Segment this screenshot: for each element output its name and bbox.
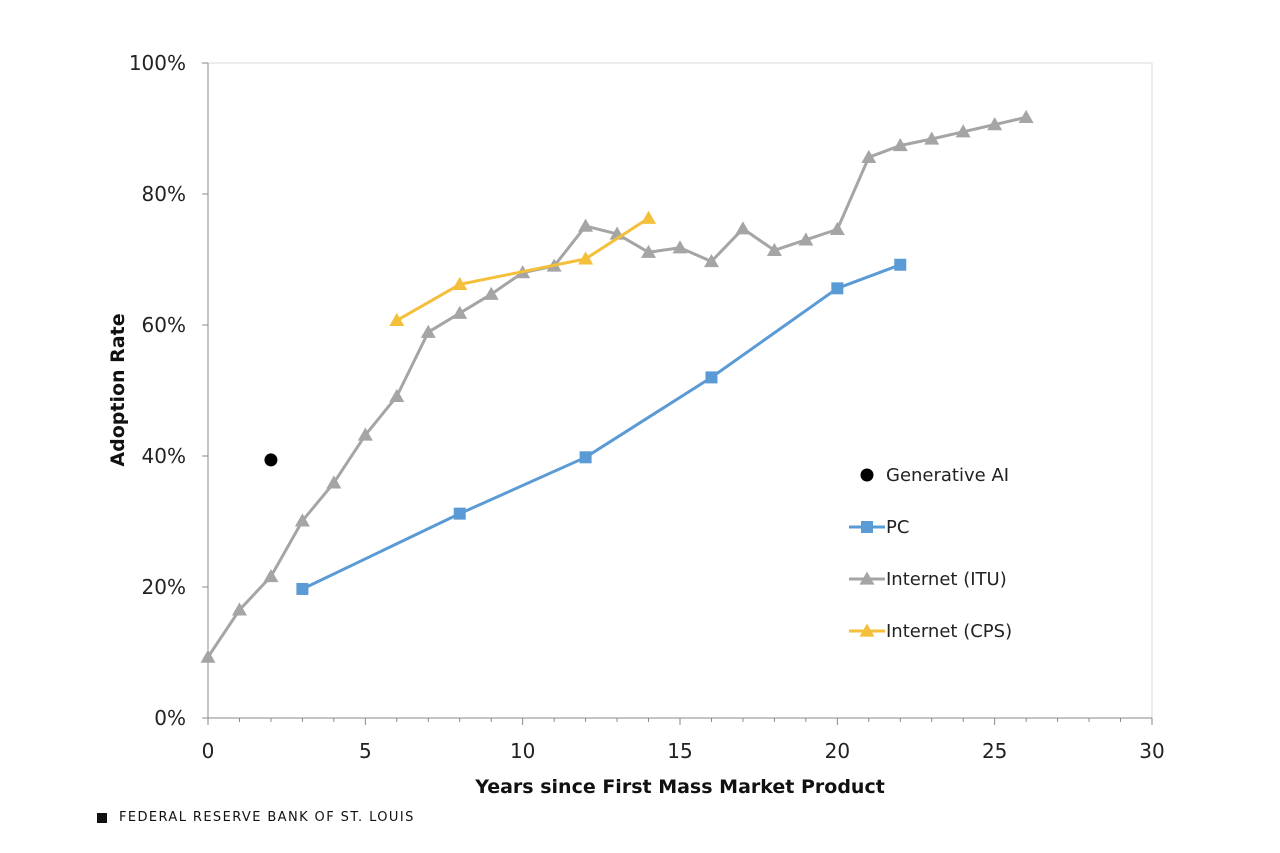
y-tick-label: 60%: [142, 313, 186, 337]
x-tick-label: 30: [1139, 739, 1164, 763]
y-tick-label: 20%: [142, 575, 186, 599]
legend-item: PC: [849, 517, 909, 538]
data-point: [641, 244, 657, 258]
data-point: [420, 324, 436, 338]
data-point: [1018, 109, 1034, 123]
legend-item: Generative AI: [860, 465, 1009, 486]
data-point: [453, 507, 466, 520]
data-point: [579, 451, 592, 464]
data-point: [831, 282, 844, 295]
series-generative-ai: [264, 453, 278, 467]
data-point: [798, 232, 814, 246]
axes: 0% 20% 40% 60% 80% 100% 0 5 10 15 20 25 30: [129, 51, 1165, 763]
y-axis-title: Adoption Rate: [107, 313, 129, 466]
data-point: [452, 276, 468, 291]
data-point: [703, 253, 719, 268]
legend-label: Internet (CPS): [886, 621, 1012, 642]
legend-marker: [859, 571, 875, 585]
x-tick-label: 0: [202, 739, 215, 763]
plot-area-border: [207, 62, 1153, 719]
legend-item: Internet (ITU): [849, 569, 1007, 590]
data-point: [955, 124, 971, 138]
data-point: [861, 149, 877, 163]
data-point: [641, 210, 657, 224]
legend-item: Internet (CPS): [849, 621, 1012, 642]
data-point: [705, 371, 718, 384]
data-point: [200, 649, 216, 663]
y-tick-label: 0%: [154, 706, 186, 730]
x-tick-label: 10: [510, 739, 535, 763]
y-tick-label: 40%: [142, 444, 186, 468]
x-tick-label: 20: [825, 739, 850, 763]
x-axis-title: Years since First Mass Market Product: [474, 776, 885, 798]
data-point: [294, 513, 310, 527]
data-point: [987, 117, 1003, 131]
legend-marker: [861, 521, 873, 533]
legend: Generative AI PC Internet (ITU) Internet (C…: [849, 465, 1012, 642]
data-point: [389, 312, 405, 327]
legend-label: Generative AI: [886, 465, 1009, 486]
data-point: [483, 286, 499, 300]
data-point: [924, 131, 940, 145]
data-point: [578, 251, 594, 265]
series-line: [396, 216, 650, 322]
legend-label: Internet (ITU): [886, 569, 1007, 590]
series-internet-itu: [200, 109, 1034, 663]
data-point: [296, 582, 309, 595]
series-layer: [200, 109, 1034, 663]
data-point: [452, 305, 468, 319]
adoption-chart: 0% 20% 40% 60% 80% 100% 0 5 10 15 20 25 30 Generativ…: [107, 51, 1165, 798]
data-point: [389, 388, 405, 403]
legend-label: PC: [886, 517, 909, 538]
data-point: [357, 427, 373, 441]
data-point: [578, 218, 594, 232]
x-tick-label: 15: [667, 739, 692, 763]
data-point: [829, 221, 845, 235]
x-tick-label: 25: [982, 739, 1007, 763]
source-footer: FEDERAL RESERVE BANK OF ST. LOUIS: [97, 810, 415, 825]
series-line: [301, 263, 901, 591]
data-point: [264, 453, 278, 467]
legend-marker: [859, 623, 875, 637]
x-tick-label: 5: [359, 739, 372, 763]
footer-square-icon: [97, 812, 107, 823]
legend-marker: [860, 468, 874, 482]
data-point: [231, 602, 247, 616]
data-point: [263, 569, 279, 583]
y-tick-label: 100%: [129, 51, 186, 75]
data-point: [672, 240, 688, 254]
series-pc: [296, 258, 907, 595]
y-tick-label: 80%: [142, 182, 186, 206]
footer-source-text: FEDERAL RESERVE BANK OF ST. LOUIS: [119, 810, 415, 825]
series-internet-cps: [389, 210, 657, 327]
data-point: [894, 258, 907, 271]
data-point: [892, 138, 908, 152]
data-point: [766, 242, 782, 256]
data-point: [326, 475, 342, 489]
data-point: [735, 221, 751, 235]
